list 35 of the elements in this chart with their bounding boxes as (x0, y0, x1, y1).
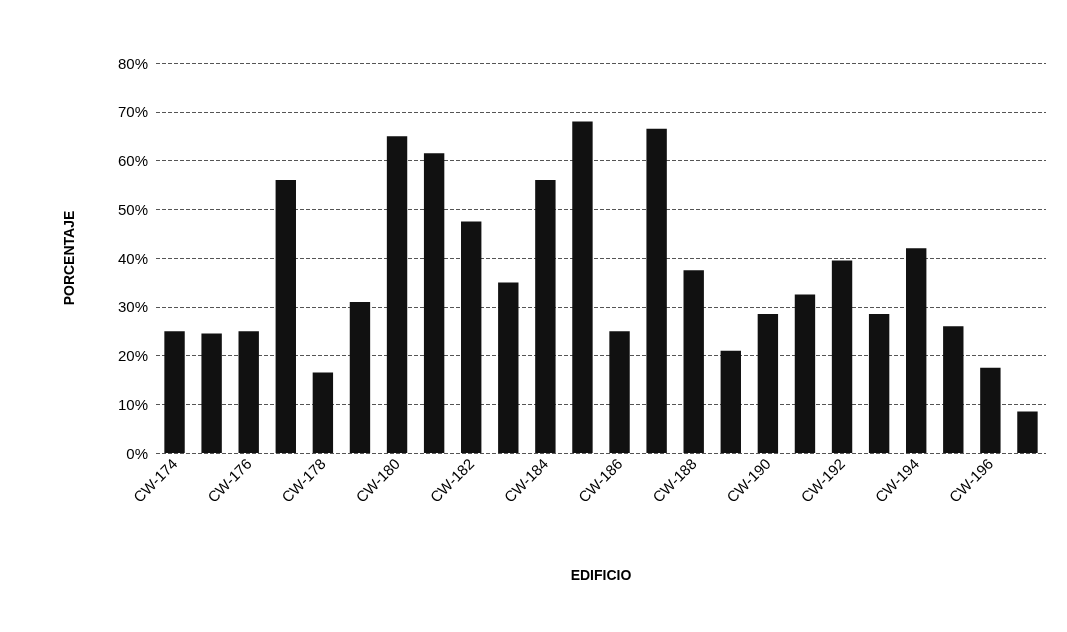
bar (572, 121, 593, 453)
bar (535, 180, 556, 453)
bar (794, 294, 816, 453)
y-tick-label: 10% (117, 395, 148, 413)
y-tick-label: 50% (117, 200, 148, 218)
bar (646, 128, 667, 453)
bar (275, 180, 296, 453)
bar (498, 282, 519, 453)
y-tick-label: 80% (117, 54, 148, 72)
y-tick-label: 70% (117, 103, 148, 121)
bar (757, 314, 779, 453)
y-tick-label: 0% (126, 444, 148, 462)
y-tick-label: 40% (117, 249, 148, 267)
bar (831, 260, 853, 453)
bar (720, 350, 741, 453)
bar (980, 367, 1001, 453)
bar (461, 221, 482, 453)
bar (238, 331, 259, 453)
bar (201, 333, 222, 453)
y-tick-label: 30% (117, 298, 148, 316)
y-axis-title: PORCENTAJE (61, 210, 77, 306)
bar (906, 248, 927, 453)
bar (609, 331, 630, 453)
bar (349, 301, 371, 453)
bar (868, 314, 890, 453)
bar (943, 326, 964, 453)
bar (164, 331, 185, 453)
bar (683, 270, 704, 453)
bar (312, 372, 334, 453)
x-axis-title: EDIFICIO (570, 567, 632, 583)
bar (386, 136, 408, 453)
y-tick-label: 60% (117, 152, 148, 169)
bar (1017, 411, 1038, 453)
y-tick-label: 20% (117, 347, 148, 364)
bar (423, 153, 445, 453)
